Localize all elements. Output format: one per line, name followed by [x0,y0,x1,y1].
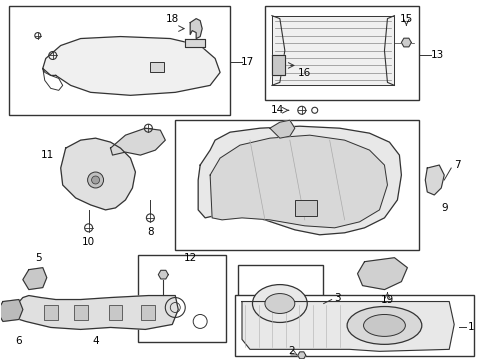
Text: 8: 8 [147,227,153,237]
Text: 19: 19 [380,294,393,305]
Ellipse shape [264,293,294,314]
Text: 13: 13 [430,50,443,60]
Polygon shape [11,296,178,329]
Text: 11: 11 [41,150,54,160]
Text: 10: 10 [82,237,95,247]
Bar [264,6,419,100]
Polygon shape [0,300,23,321]
Polygon shape [198,126,401,235]
Text: 5: 5 [36,253,42,263]
Polygon shape [401,38,410,47]
Polygon shape [110,128,165,155]
Text: 15: 15 [399,14,412,24]
Ellipse shape [363,315,405,336]
Text: 7: 7 [453,160,460,170]
Bar [108,305,122,320]
Circle shape [87,172,103,188]
Bar [9,6,229,115]
Polygon shape [271,55,285,75]
Bar [74,305,87,320]
Bar [150,62,164,72]
Text: 16: 16 [298,68,311,78]
Text: 9: 9 [440,203,447,213]
Bar [235,294,473,356]
Ellipse shape [252,285,306,323]
Polygon shape [190,19,202,39]
Text: 6: 6 [16,336,22,346]
Polygon shape [185,39,205,46]
Circle shape [91,176,100,184]
Text: 18: 18 [165,14,179,24]
Polygon shape [269,120,294,138]
Bar [138,255,225,342]
Bar [44,305,58,320]
Text: 17: 17 [240,58,253,67]
Bar [238,265,322,342]
Polygon shape [425,165,443,195]
Polygon shape [271,15,394,85]
Polygon shape [61,138,135,210]
Bar [294,200,316,216]
Polygon shape [357,258,407,289]
Bar [141,305,155,320]
Ellipse shape [346,306,421,345]
Text: 1: 1 [467,323,473,332]
Text: 2: 2 [288,346,295,356]
Polygon shape [242,302,453,351]
Polygon shape [297,352,305,359]
Text: 4: 4 [92,336,99,346]
Text: 14: 14 [271,105,284,115]
Polygon shape [23,268,47,289]
Text: 12: 12 [183,253,197,263]
Polygon shape [42,37,220,95]
Bar [175,120,419,250]
Text: 3: 3 [334,293,340,302]
Polygon shape [158,270,168,279]
Polygon shape [210,135,386,228]
